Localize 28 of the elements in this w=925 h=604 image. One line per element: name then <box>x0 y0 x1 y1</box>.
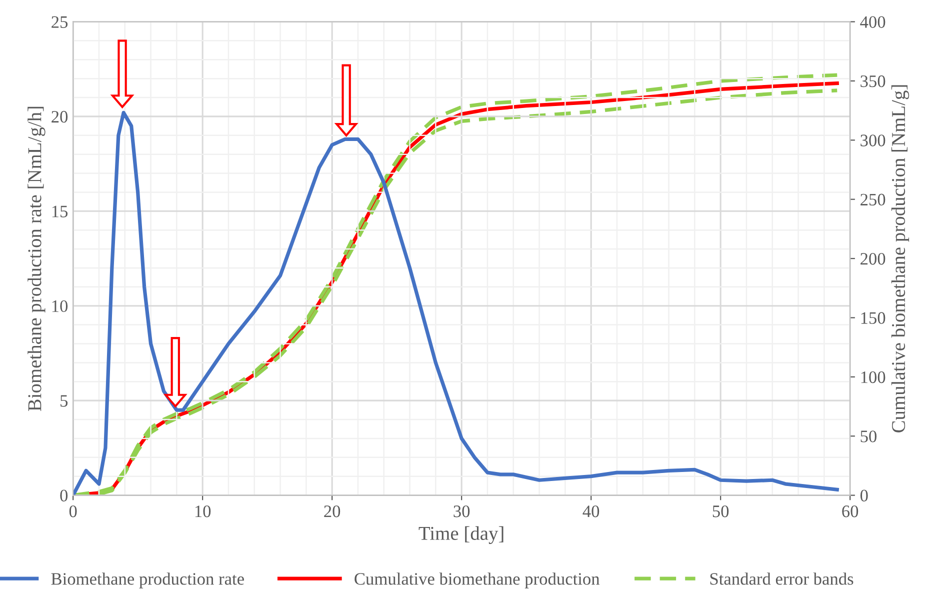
x-tick-label: 40 <box>582 506 600 518</box>
y2-tick-label: 200 <box>860 252 886 265</box>
y2-tick-label: 300 <box>860 134 886 146</box>
y2-tick-label: 400 <box>860 16 886 28</box>
legend-label: Cumulative biomethane production <box>354 572 600 588</box>
x-tick-label: 50 <box>712 506 729 518</box>
x-tick-label: 60 <box>842 506 858 518</box>
y-tick-label: 20 <box>52 110 68 123</box>
y2-tick-label: 0 <box>860 490 868 502</box>
y2-tick-label: 250 <box>860 194 886 206</box>
y2-tick-label: 350 <box>860 75 886 88</box>
y2-tick-label: 150 <box>861 312 886 324</box>
x-tick-label: 20 <box>324 506 340 518</box>
x-tick-label: 0 <box>69 506 77 518</box>
x-tick-label: 30 <box>454 506 470 518</box>
y2-tick-label: 100 <box>861 371 886 384</box>
y-tick-label: 25 <box>52 16 68 28</box>
legend-label: Biomethane production rate <box>51 572 244 588</box>
y-tick-label: 15 <box>52 206 68 218</box>
x-tick-label: 10 <box>195 506 211 518</box>
legend-label: Standard error bands <box>710 572 854 585</box>
x-axis-title: Time [day] <box>418 526 504 544</box>
y2-tick-label: 50 <box>860 430 876 442</box>
y-axis-title: Biomethane production rate [NmL/g/h] <box>28 106 46 412</box>
y-tick-label: 0 <box>60 490 68 502</box>
y-tick-label: 10 <box>52 300 68 312</box>
y-tick-label: 5 <box>60 395 68 407</box>
y2-axis-title: Cumulative biomethane production [NmL/g] <box>891 85 910 432</box>
